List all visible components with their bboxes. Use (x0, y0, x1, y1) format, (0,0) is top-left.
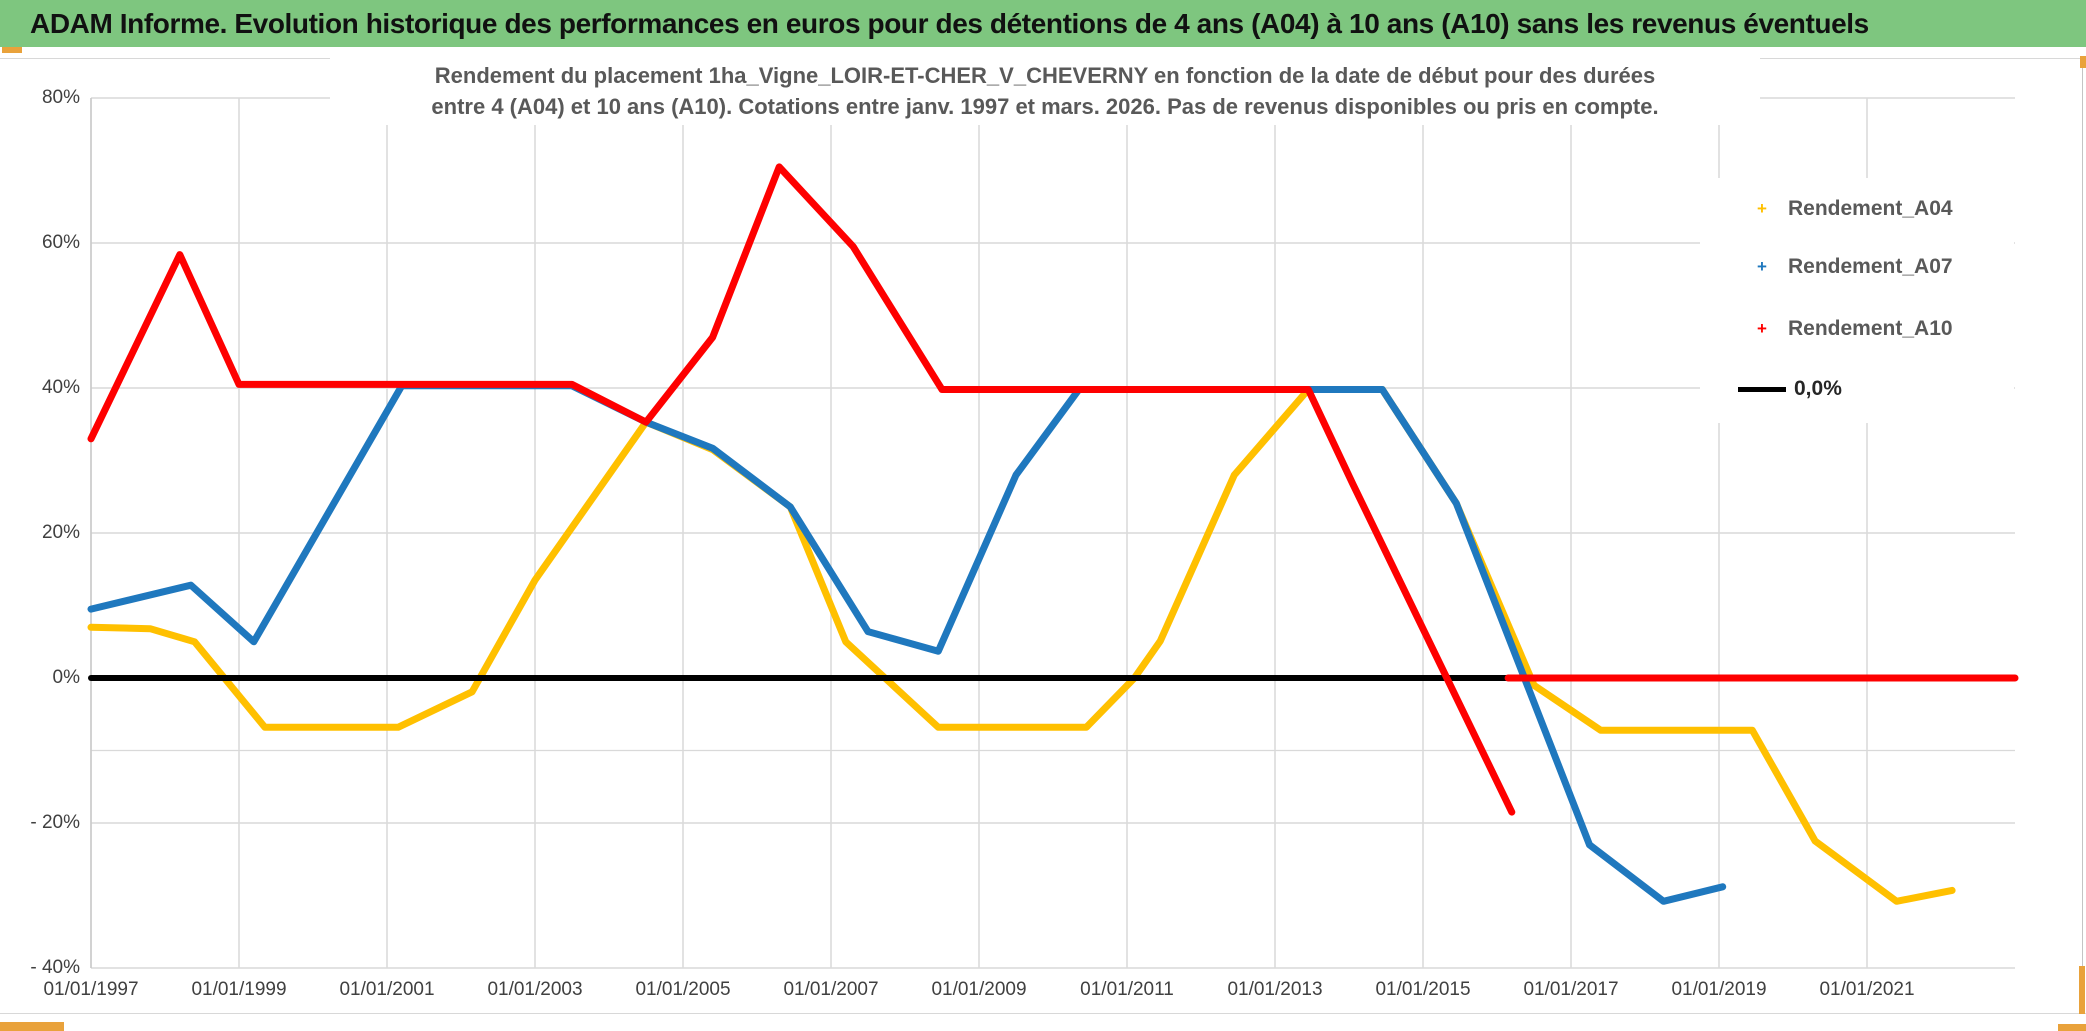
y-axis-label: 80% (41, 87, 80, 108)
legend-item-rendement-a07[interactable]: + Rendement_A07 (1700, 252, 1953, 282)
y-axis-label: 20% (41, 522, 80, 543)
x-axis-label: 01/01/2007 (783, 979, 879, 1000)
x-axis-label: 01/01/2019 (1671, 979, 1767, 1000)
accent-bottom-right-vertical (2079, 966, 2085, 1014)
legend-item-label: Rendement_A10 (1788, 317, 1953, 340)
chart-subtitle-line2: entre 4 (A04) et 10 ans (A10). Cotations… (431, 94, 1659, 119)
x-axis-label: 01/01/2015 (1375, 979, 1471, 1000)
series-rendement_a04 (87, 386, 1956, 905)
chart-subtitle: Rendement du placement 1ha_Vigne_LOIR-ET… (330, 58, 1760, 125)
plus-marker-icon: + (1757, 257, 1767, 276)
accent-bottom-left (0, 1022, 64, 1031)
legend-item-label: 0,0% (1794, 377, 1842, 400)
x-axis-label: 01/01/1999 (191, 979, 287, 1000)
x-axis-label: 01/01/2003 (487, 979, 583, 1000)
legend-item-label: Rendement_A04 (1788, 197, 1953, 220)
accent-bottom-right-horizontal (2058, 1024, 2086, 1031)
x-axis-label: 01/01/2001 (339, 979, 435, 1000)
x-axis-label: 01/01/2017 (1523, 979, 1619, 1000)
x-axis-label: 01/01/2013 (1227, 979, 1323, 1000)
zero-line-swatch-icon (1738, 386, 1786, 392)
legend-item-rendement-a04[interactable]: + Rendement_A04 (1700, 194, 1953, 224)
x-axis-label: 01/01/2005 (635, 979, 731, 1000)
y-axis-label: 40% (41, 377, 80, 398)
legend-item-zero-line[interactable]: 0,0% (1700, 374, 1842, 404)
x-axis-label: 01/01/2021 (1819, 979, 1915, 1000)
page-title: ADAM Informe. Evolution historique des p… (30, 8, 1869, 39)
series-rendement_a07 (87, 382, 1727, 905)
y-axis-label: - 20% (30, 812, 80, 833)
chart-subtitle-line1: Rendement du placement 1ha_Vigne_LOIR-ET… (434, 63, 1656, 88)
plus-marker-icon: + (1757, 319, 1767, 338)
title-banner: ADAM Informe. Evolution historique des p… (0, 0, 2086, 47)
y-axis-label: 0% (52, 667, 80, 688)
legend: + Rendement_A04 + Rendement_A07 + Rendem… (1700, 178, 2014, 423)
x-axis-label: 01/01/2009 (931, 979, 1027, 1000)
x-axis-label: 01/01/1997 (43, 979, 139, 1000)
x-axis-label: 01/01/2011 (1080, 979, 1174, 1000)
accent-banner-left (2, 47, 22, 53)
legend-item-rendement-a10[interactable]: + Rendement_A10 (1700, 314, 1953, 344)
accent-banner-right (2080, 56, 2086, 68)
y-axis-label: 60% (41, 232, 80, 253)
y-axis-label: - 40% (30, 957, 80, 978)
chart-right-border (2082, 58, 2083, 1013)
plus-marker-icon: + (1757, 199, 1767, 218)
series-rendement_a10 (87, 163, 1516, 816)
legend-item-label: Rendement_A07 (1788, 255, 1953, 278)
chart-bottom-border (0, 1013, 2086, 1014)
